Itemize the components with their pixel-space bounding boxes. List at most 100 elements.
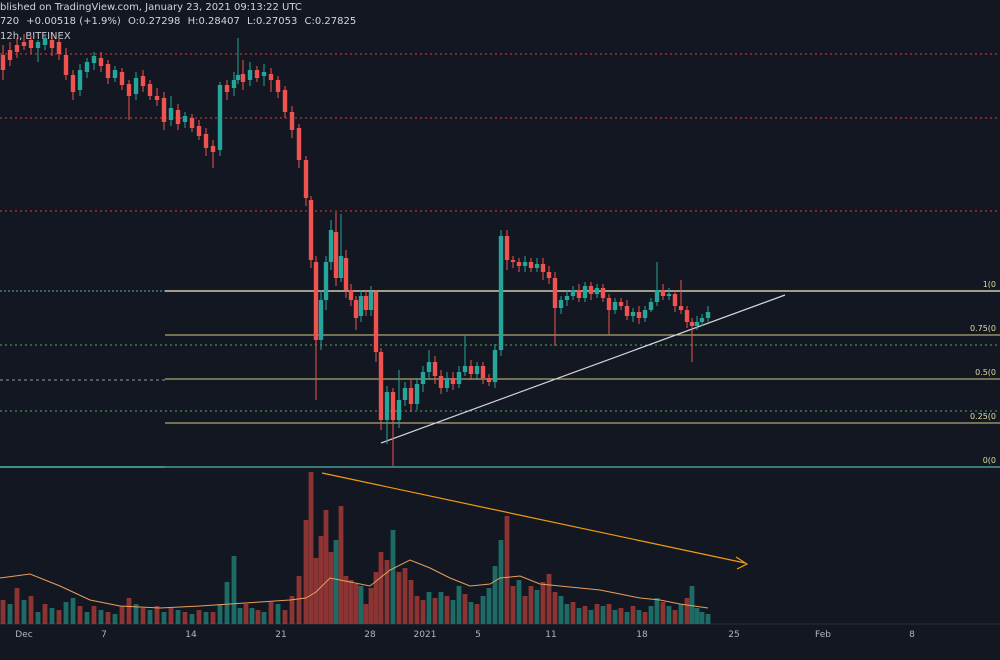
volume-bar: [189, 614, 195, 624]
volume-bar: [699, 612, 705, 624]
candle-body: [303, 160, 309, 198]
x-axis-tick-label: 7: [101, 630, 107, 640]
candle-body: [175, 110, 181, 124]
x-axis-tick-label: 5: [475, 630, 481, 640]
volume-bar: [510, 586, 516, 624]
volume-bar: [384, 560, 390, 624]
candle-body: [492, 350, 498, 382]
volume-bar: [119, 606, 125, 624]
publish-info: blished on TradingView.com, January 23, …: [0, 2, 302, 13]
candle-body: [588, 286, 594, 294]
candle-body: [373, 292, 379, 352]
fib-level-label: 0(0: [983, 456, 996, 465]
candle-body: [318, 300, 324, 340]
candle-body: [402, 388, 408, 400]
candle-body: [540, 264, 546, 272]
candle-body: [161, 98, 167, 122]
candle-body: [510, 260, 516, 262]
volume-bar: [56, 610, 62, 624]
candle-body: [126, 84, 132, 96]
volume-bar: [534, 590, 540, 624]
candle-body: [666, 294, 672, 296]
volume-bar: [672, 610, 678, 624]
volume-bar: [540, 582, 546, 624]
candle-body: [168, 108, 174, 120]
candle-body: [636, 312, 642, 318]
volume-bar: [328, 552, 334, 624]
candle-body: [328, 230, 334, 262]
candle-body: [564, 296, 570, 300]
price-change: +0.00518 (+1.9%): [26, 16, 121, 27]
volume-bar: [282, 610, 288, 624]
volume-bar: [14, 588, 20, 624]
volume-bar: [522, 596, 528, 624]
volume-bar: [438, 592, 444, 624]
candle-body: [28, 40, 34, 48]
candle-body: [56, 42, 62, 54]
volume-bar: [666, 606, 672, 624]
candle-body: [189, 118, 195, 128]
candle-body: [333, 232, 339, 278]
volume-bar: [255, 610, 261, 624]
volume-bar: [420, 600, 426, 624]
candle-body: [576, 290, 582, 298]
candle-body: [70, 75, 76, 92]
candle-body: [358, 296, 364, 316]
volume-bar: [84, 612, 90, 624]
volume-bar: [275, 604, 281, 624]
volume-bar: [237, 608, 243, 624]
volume-bar: [35, 612, 41, 624]
candle-body: [308, 200, 314, 260]
volume-bar: [414, 596, 420, 624]
candle-body: [84, 62, 90, 72]
volume-bar: [474, 604, 480, 624]
volume-bar: [154, 606, 160, 624]
volume-bar: [338, 506, 344, 624]
high-value: H:0.28407: [187, 16, 240, 27]
volume-bar: [582, 606, 588, 624]
candle-body: [261, 72, 267, 76]
volume-trendline: [321, 472, 746, 564]
volume-bar: [217, 604, 223, 624]
volume-bar: [175, 610, 181, 624]
candle-body: [154, 96, 160, 100]
volume-bar: [105, 612, 111, 624]
candle-body: [147, 84, 153, 96]
candle-body: [486, 378, 492, 382]
candle-body: [268, 74, 274, 80]
volume-bar: [588, 610, 594, 624]
candle-body: [672, 294, 678, 306]
candle-body: [323, 262, 329, 300]
candle-body: [182, 116, 188, 122]
candle-body: [63, 55, 69, 75]
candle-body: [338, 256, 344, 278]
volume-bar: [243, 604, 249, 624]
volume-bar: [408, 580, 414, 624]
volume-bar: [678, 604, 684, 624]
volume-bar: [564, 604, 570, 624]
candle-body: [35, 42, 41, 48]
volume-bar: [203, 612, 209, 624]
candle-body: [558, 300, 564, 308]
volume-bar: [576, 608, 582, 624]
candle-body: [21, 42, 27, 46]
candle-body: [522, 262, 528, 266]
fib-level-label: 1(0: [983, 280, 996, 289]
fib-level-label: 0.75(0: [970, 324, 996, 333]
volume-bar: [612, 610, 618, 624]
candle-body: [353, 300, 359, 318]
price-trendline: [380, 294, 786, 444]
volume-bar: [49, 608, 55, 624]
volume-bar: [432, 598, 438, 624]
volume-bar: [182, 612, 188, 624]
x-axis-tick-label: 8: [909, 630, 915, 640]
volume-bar: [636, 610, 642, 624]
volume-bar: [91, 606, 97, 624]
volume-bar: [348, 580, 354, 624]
candle-body: [660, 290, 666, 296]
candle-body: [534, 264, 540, 268]
volume-bar: [224, 582, 230, 624]
candle-body: [231, 80, 237, 88]
volume-bar: [396, 572, 402, 624]
